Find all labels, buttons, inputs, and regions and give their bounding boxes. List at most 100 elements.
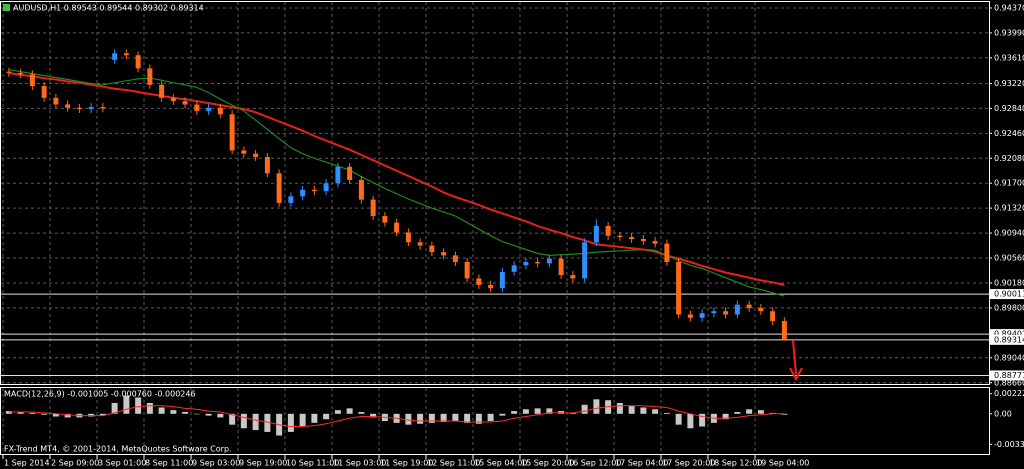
moving-average [8,72,785,286]
macd-bar [99,413,106,416]
y-tick-label: 0.93220 [994,79,1024,88]
macd-bar [628,405,635,414]
candle-body [676,261,682,315]
macd-bar [5,411,12,414]
x-tick-label: 12 Sep 11:00 [427,459,480,468]
candle-body [276,173,282,203]
level-label-bg [990,370,1024,381]
level-label-bg [990,289,1024,300]
macd-bar [205,413,212,416]
candle-body [53,97,59,105]
signal-arrow [789,339,803,382]
candle-body [640,239,646,241]
x-tick-label: 11 Sep 19:00 [380,459,433,468]
candle-body [41,86,47,98]
candle-body [288,196,294,203]
macd-bar [182,411,189,414]
candle-body [6,71,12,73]
candle-body [170,97,176,102]
candle-body [629,237,635,240]
macd-bar [123,395,130,414]
candle-body [687,314,693,318]
candle-body [112,53,118,60]
macd-bar [452,413,459,422]
level-label: 0.88771 [994,371,1024,380]
y-tick-label: 0.88660 [994,378,1024,387]
chart-title: AUDUSD,H1 0.89543 0.89544 0.89302 0.8931… [13,4,204,13]
macd-title: MACD(12,26,9) -0.001005 -0.000760 -0.000… [4,390,196,399]
level-label-bg [990,329,1024,340]
y-tick-label: 0.94370 [994,3,1024,12]
candle-body [758,307,764,312]
candle-body [194,104,200,112]
footer: FX-Trend MT4, © 2001-2014, MetaQuotes So… [4,445,232,454]
x-tick-label: 19 Sep 04:00 [756,459,809,468]
macd-bar [264,413,271,432]
candle-body [382,216,388,223]
x-tick-label: 3 Sep 01:00 [98,459,146,468]
y-tick-label: 0.92460 [994,129,1024,138]
x-tick-label: 10 Sep 11:00 [286,459,339,468]
candle-body [229,114,235,151]
candle-body [405,232,411,243]
y-tick-label: 0.90180 [994,278,1024,287]
candle-body [206,107,212,112]
candle-body [711,311,717,314]
y-tick-label: 0.93610 [994,53,1024,62]
candle-body [29,74,35,87]
candle-body [217,107,223,115]
candle-body [582,242,588,279]
macd-frame [0,387,990,455]
macd-bar [699,413,706,427]
macd-bar [52,413,59,417]
candle-body [311,189,317,192]
macd-bar [111,402,118,414]
symbol-icon [3,4,10,11]
macd-bar [640,407,647,414]
macd-bar [217,413,224,418]
level-label: 0.89401 [994,330,1024,339]
macd-bar [546,408,553,414]
candle-body [523,261,529,266]
x-tick-label: 9 Sep 03:00 [192,459,240,468]
candle-body [570,275,576,279]
macd-bar [440,413,447,422]
macd-bar [240,413,247,429]
candle-body [664,243,670,262]
candle-body [253,153,259,157]
macd-bar [417,413,424,424]
macd-signal [8,405,785,427]
candle-body [429,245,435,253]
candle-body [652,240,658,244]
y-tick-label: 0.91700 [994,179,1024,188]
macd-bar [652,409,659,414]
macd-bar [229,413,236,425]
last-price-label: 0.89314 [994,335,1024,344]
macd-bar [135,397,142,414]
candle-body [781,321,787,341]
macd-bar [370,413,377,418]
macd-bar [581,404,588,414]
candle-body [241,150,247,154]
candle-body [100,107,106,109]
candle-body [417,242,423,246]
macd-window [2,388,788,454]
candle-body [723,311,729,315]
macd-bar [428,413,435,423]
candle-body [370,199,376,217]
x-tick-label: 17 Sep 20:00 [662,459,715,468]
macd-bar [522,409,529,414]
y-tick-label: 0.00222 [994,389,1024,398]
y-tick-label: 0.91320 [994,204,1024,213]
macd-bar [511,411,518,414]
moving-average [8,69,785,297]
candle-body [499,271,505,289]
y-tick-label: -0.00337 [994,440,1024,449]
macd-bar [311,413,318,423]
candle-body [699,313,705,318]
candle-body [182,101,188,105]
candle-body [264,156,270,174]
macd-bar [158,407,165,414]
